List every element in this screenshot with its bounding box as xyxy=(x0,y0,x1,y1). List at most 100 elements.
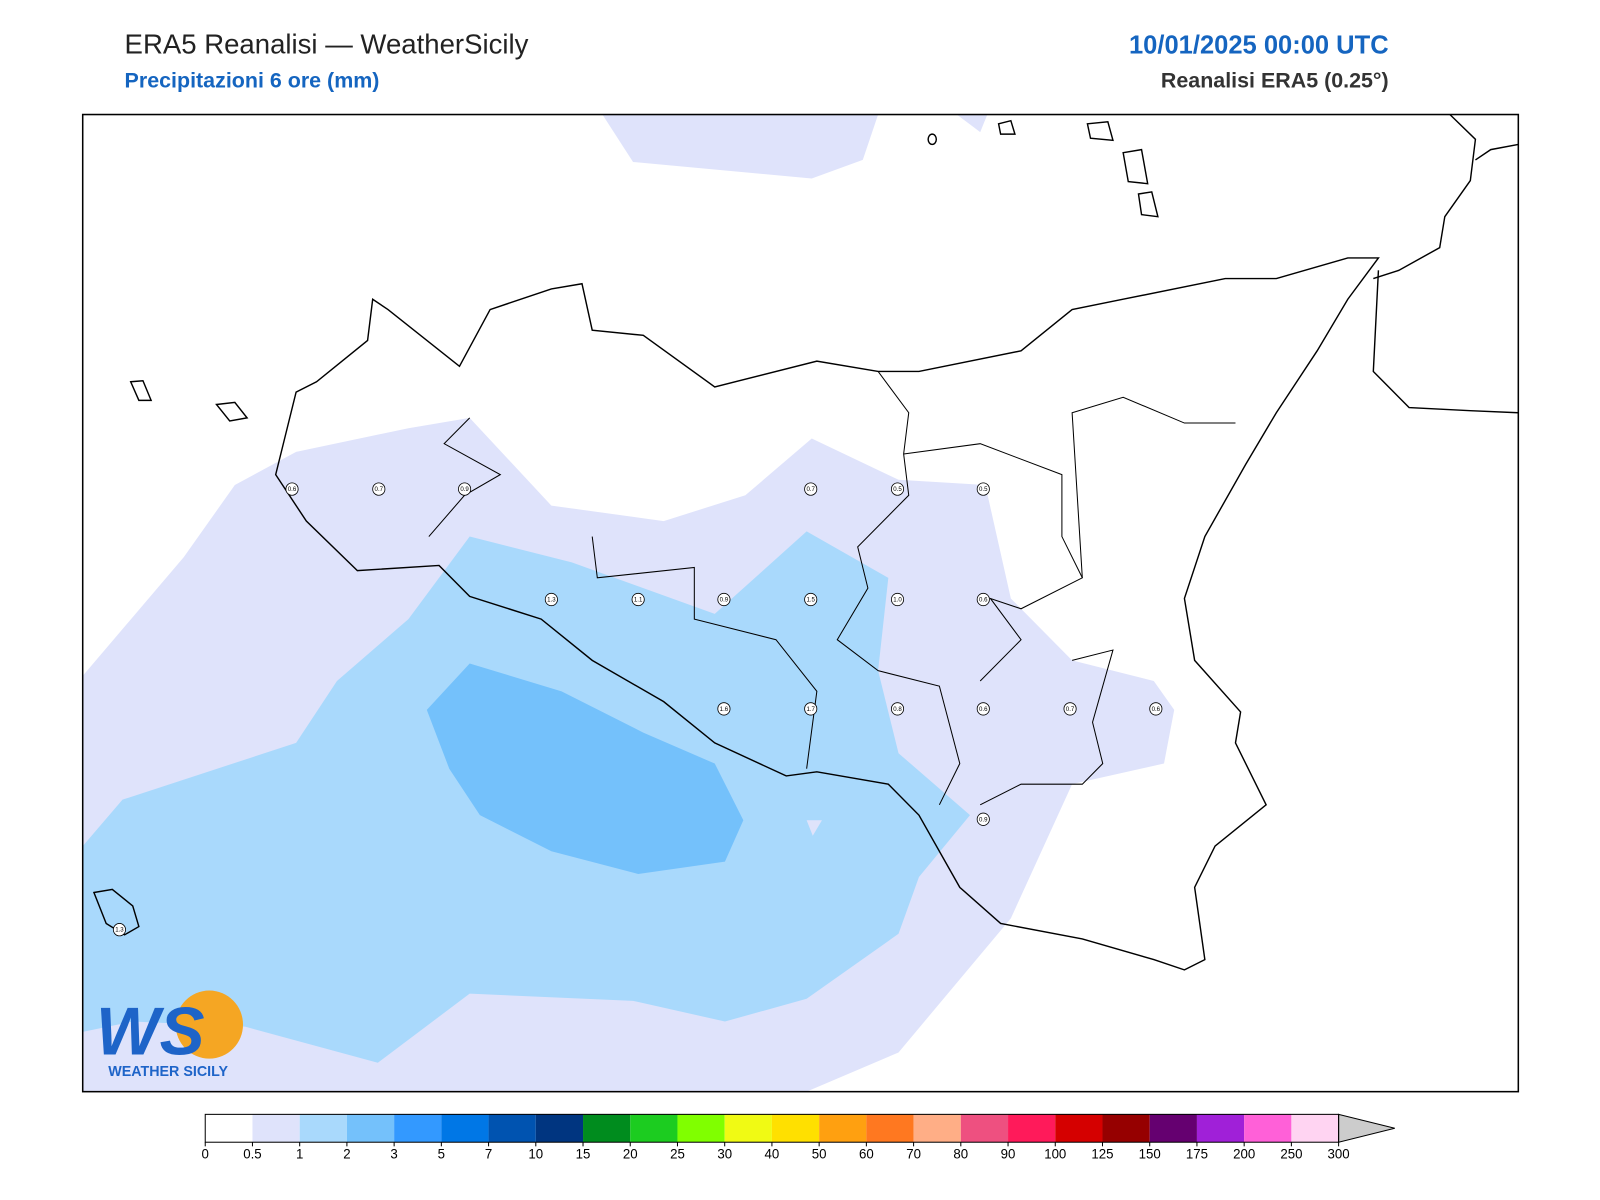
map: 0.6 0.7 0.9 0.7 0.5 0.5 1.3 1.1 0.9 1.5 1.0 0.6 1.6 1… xyxy=(82,114,1519,1092)
station-marker xyxy=(976,812,990,826)
colorbar-tick-label: 1 xyxy=(296,1147,303,1162)
contour-2 xyxy=(426,663,744,874)
colorbar-tick-label: 50 xyxy=(812,1147,827,1162)
colorbar-segment xyxy=(346,1114,395,1143)
colorbar-tick-label: 175 xyxy=(1186,1147,1208,1162)
station-marker xyxy=(976,592,990,607)
station-marker xyxy=(890,592,905,607)
datetime: 10/01/2025 00:00 UTC xyxy=(1129,32,1389,60)
colorbar-segment xyxy=(1244,1114,1292,1143)
station-marker xyxy=(1149,702,1163,716)
colorbar-segment xyxy=(819,1114,867,1143)
station-marker xyxy=(372,482,386,496)
contour-hole xyxy=(806,820,822,836)
station-marker xyxy=(804,592,818,607)
colorbar-tick-label: 90 xyxy=(1001,1147,1016,1162)
station-value: 0.7 xyxy=(375,486,384,493)
colorbar-tick-label: 200 xyxy=(1233,1147,1255,1162)
station-marker xyxy=(544,592,558,607)
station-value: 0.7 xyxy=(1066,706,1075,713)
colorbar-tick-label: 100 xyxy=(1044,1147,1066,1162)
colorbar-tick-label: 25 xyxy=(670,1147,685,1162)
colorbar-tick-label: 2 xyxy=(343,1147,350,1162)
source: Reanalisi ERA5 (0.25°) xyxy=(1161,68,1389,93)
subtitle: Precipitazioni 6 ore (mm) xyxy=(125,68,380,93)
colorbar-tick-label: 0.5 xyxy=(243,1147,261,1162)
colorbar-segment xyxy=(677,1114,725,1143)
station-value: 1.6 xyxy=(720,706,729,713)
colorbar-segment xyxy=(535,1114,584,1143)
station-marker xyxy=(976,702,990,716)
logo: WS WEATHER SICILY xyxy=(96,990,244,1080)
contour-0-5 xyxy=(956,114,988,133)
colorbar-tick-label: 250 xyxy=(1280,1147,1302,1162)
contour-0-5 xyxy=(602,114,879,179)
station-marker xyxy=(890,482,905,496)
colorbar-segment xyxy=(913,1114,961,1143)
colorbar-segment xyxy=(252,1114,300,1143)
logo-mark: WS xyxy=(96,994,205,1069)
colorbar-segment xyxy=(960,1114,1009,1143)
colorbar-segment xyxy=(630,1114,678,1143)
station-value: 1.3 xyxy=(115,927,124,934)
colorbar-segment xyxy=(441,1114,489,1143)
station-marker xyxy=(717,702,731,716)
colorbar-tick-label: 0 xyxy=(202,1147,209,1162)
station-marker xyxy=(890,702,905,716)
colorbar-segment xyxy=(771,1114,820,1143)
station-value: 1.0 xyxy=(893,597,902,604)
station-value: 0.6 xyxy=(1152,706,1161,713)
station-value: 1.1 xyxy=(634,597,643,604)
colorbar-segment xyxy=(583,1114,631,1143)
station-value: 0.6 xyxy=(979,597,988,604)
colorbar-tick-label: 60 xyxy=(859,1147,874,1162)
station-marker xyxy=(976,482,990,496)
station-value: 0.9 xyxy=(720,597,729,604)
station-marker xyxy=(717,592,731,607)
colorbar-tick-label: 40 xyxy=(765,1147,780,1162)
station-value: 0.8 xyxy=(893,706,902,713)
colorbar-tick-label: 20 xyxy=(623,1147,638,1162)
colorbar-tick-label: 3 xyxy=(390,1147,397,1162)
station-marker xyxy=(1063,702,1077,716)
station-value: 0.9 xyxy=(460,486,469,493)
station-value: 1.7 xyxy=(806,706,815,713)
station-value: 1.3 xyxy=(547,597,556,604)
colorbar-segment xyxy=(1196,1114,1245,1143)
colorbar-segment xyxy=(299,1114,347,1143)
station-value: 0.7 xyxy=(806,486,815,493)
station-marker xyxy=(804,702,818,716)
station-value: 0.5 xyxy=(893,486,902,493)
station-marker xyxy=(631,592,645,607)
colorbar-tick-label: 300 xyxy=(1328,1147,1350,1162)
colorbar-tick-label: 80 xyxy=(953,1147,968,1162)
station-value: 1.5 xyxy=(806,597,815,604)
map-frame xyxy=(81,113,1520,1093)
colorbar-tick-label: 70 xyxy=(906,1147,921,1162)
colorbar-tick-label: 150 xyxy=(1139,1147,1161,1162)
colorbar-tick-label: 5 xyxy=(438,1147,445,1162)
station-value: 0.6 xyxy=(288,486,297,493)
colorbar-segment xyxy=(724,1114,772,1143)
station-value: 0.5 xyxy=(979,486,988,493)
title: ERA5 Reanalisi — WeatherSicily xyxy=(125,29,529,60)
colorbar-segment xyxy=(394,1114,442,1143)
coastline xyxy=(92,114,1519,971)
province-borders xyxy=(428,371,1236,806)
station-value: 0.6 xyxy=(979,706,988,713)
colorbar-extension xyxy=(1338,1113,1395,1143)
colorbar-segment xyxy=(866,1114,914,1143)
colorbar-segment xyxy=(1008,1114,1056,1143)
colorbar-segment xyxy=(1055,1114,1103,1143)
station-marker xyxy=(112,923,126,937)
logo-text: WEATHER SICILY xyxy=(108,1064,228,1080)
colorbar-segment xyxy=(205,1114,253,1143)
station-marker xyxy=(285,482,299,496)
colorbar-tick-label: 7 xyxy=(485,1147,492,1162)
colorbar-tick-label: 15 xyxy=(576,1147,591,1162)
station-value: 0.9 xyxy=(979,816,988,823)
colorbar-tick-label: 30 xyxy=(717,1147,732,1162)
colorbar-segment xyxy=(1149,1114,1197,1143)
colorbar-segment xyxy=(488,1114,536,1143)
